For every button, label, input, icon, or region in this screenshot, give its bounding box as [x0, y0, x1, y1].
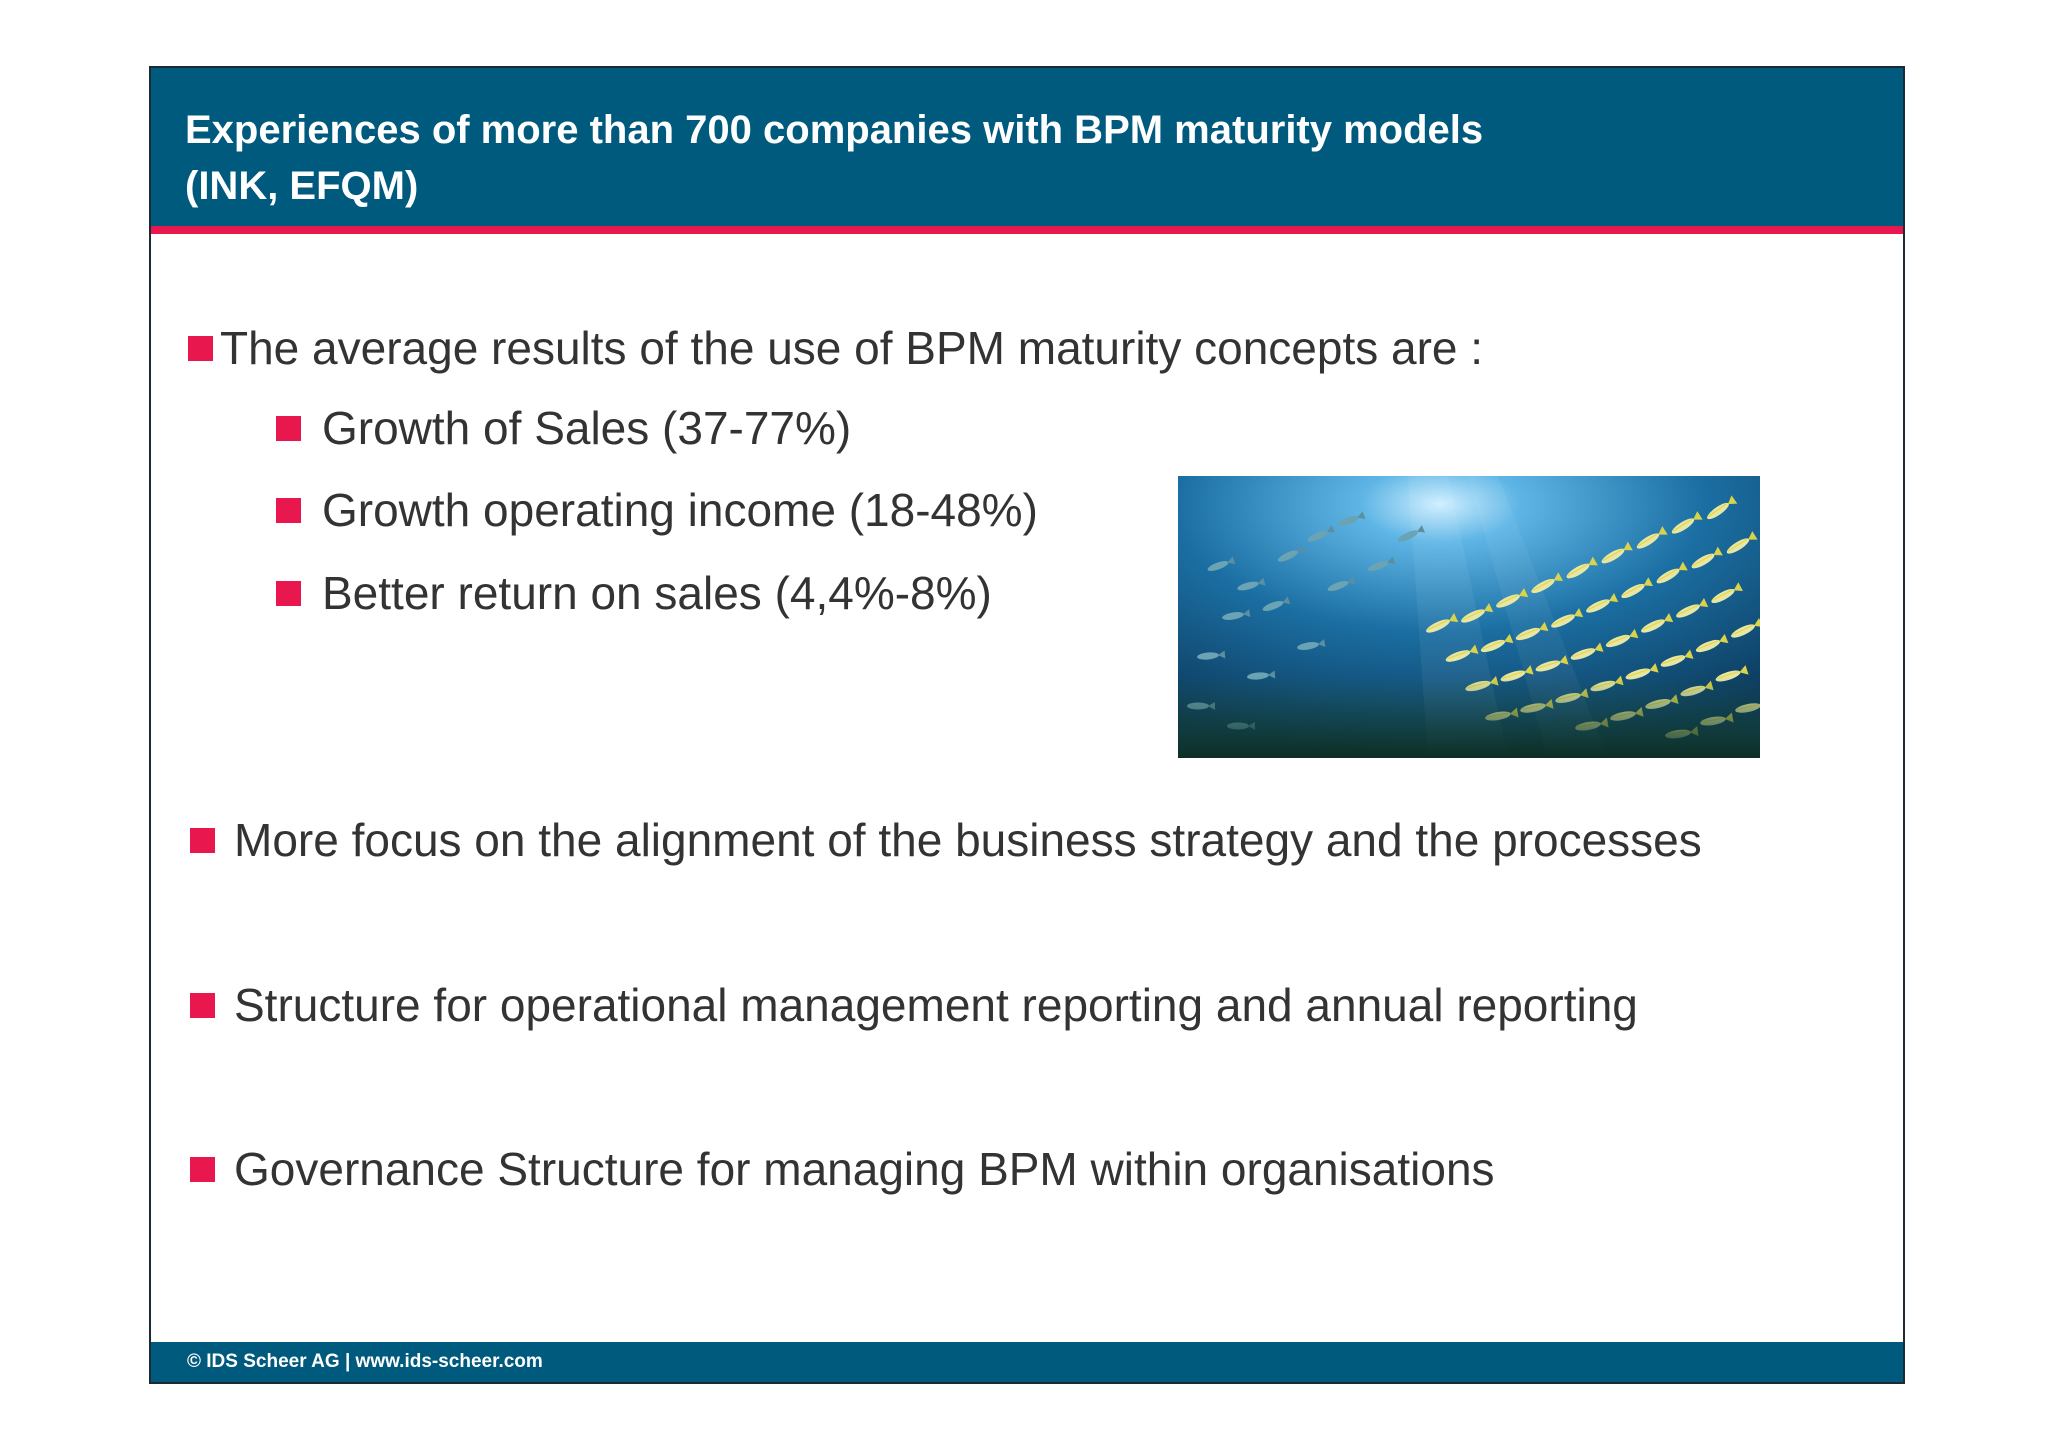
intro-text: The average results of the use of BPM ma…	[220, 322, 1484, 374]
sub-bullet-icon	[276, 498, 301, 523]
main-bullet-icon	[190, 993, 215, 1018]
header-accent-rule	[151, 226, 1903, 234]
main-bullet-icon	[190, 828, 215, 853]
sub-bullet-operating-income: Growth operating income (18-48%)	[322, 484, 1038, 536]
main-bullet-strategy-alignment: More focus on the alignment of the busin…	[234, 814, 1702, 866]
main-bullet-governance: Governance Structure for managing BPM wi…	[234, 1143, 1495, 1195]
sub-bullet-icon	[276, 581, 301, 606]
slide-title: Experiences of more than 700 companies w…	[185, 102, 1785, 214]
intro-bullet-icon	[188, 336, 213, 361]
main-bullet-reporting-structure: Structure for operational management rep…	[234, 979, 1638, 1031]
slide: Experiences of more than 700 companies w…	[149, 66, 1905, 1384]
school-of-fish-photo	[1178, 476, 1760, 758]
slide-header: Experiences of more than 700 companies w…	[151, 68, 1903, 226]
slide-title-line-2: (INK, EFQM)	[185, 164, 419, 208]
main-bullet-icon	[190, 1157, 215, 1182]
footer-copyright: © IDS Scheer AG | www.ids-scheer.com	[187, 1351, 543, 1372]
slide-title-line-1: Experiences of more than 700 companies w…	[185, 108, 1484, 152]
sub-bullet-return-on-sales: Better return on sales (4,4%-8%)	[322, 567, 992, 619]
sub-bullet-icon	[276, 416, 301, 441]
slide-footer: © IDS Scheer AG | www.ids-scheer.com	[151, 1342, 1903, 1382]
sub-bullet-sales-growth: Growth of Sales (37-77%)	[322, 402, 852, 454]
